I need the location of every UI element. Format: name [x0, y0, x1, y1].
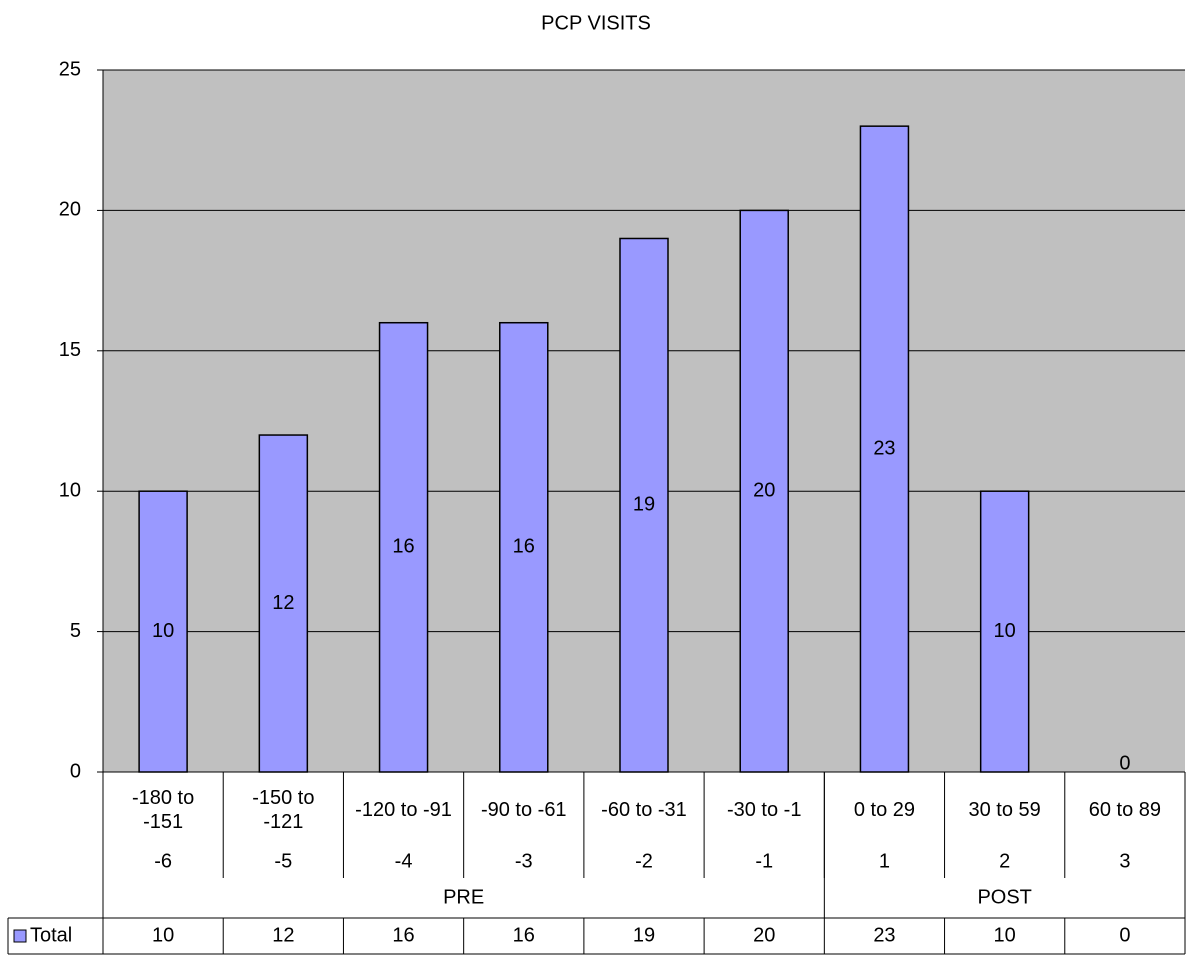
y-tick-label: 5	[70, 620, 81, 642]
data-label: 16	[392, 536, 414, 558]
bar	[859, 125, 910, 773]
x-category-label: 30 to 59	[968, 799, 1041, 821]
x-category-label: -60 to -31	[601, 799, 687, 821]
data-label: 19	[633, 494, 655, 516]
x-category-number: -2	[635, 850, 653, 872]
data-label: 12	[272, 592, 294, 614]
bar	[979, 490, 1030, 773]
legend-key	[13, 929, 27, 943]
y-tick-label: 25	[59, 58, 81, 80]
x-category-number: -5	[274, 850, 292, 872]
x-category-label: -90 to -61	[480, 799, 567, 821]
data-label: 0	[1119, 752, 1130, 774]
x-category-number: -6	[154, 850, 172, 872]
group-label: PRE	[443, 886, 484, 908]
y-tick-label: 10	[59, 479, 81, 501]
table-value: 10	[152, 924, 174, 946]
data-label: 20	[753, 479, 775, 501]
x-category-label: -120 to -91	[355, 799, 452, 821]
y-tick-label: 0	[70, 760, 81, 782]
table-value: 20	[753, 924, 775, 946]
x-category-label: 0 to 29	[853, 799, 916, 821]
data-label: 10	[152, 620, 174, 642]
legend-label: Total	[30, 924, 72, 946]
x-category-label: -150 to -121	[252, 787, 315, 833]
x-category-number: 2	[999, 850, 1010, 872]
x-category-number: -3	[515, 850, 533, 872]
table-value: 23	[873, 924, 895, 946]
table-value: 19	[633, 924, 655, 946]
chart-title: PCP VISITS	[541, 12, 651, 34]
x-category-number: -1	[755, 850, 773, 872]
bar	[258, 434, 309, 773]
table-value: 16	[392, 924, 414, 946]
x-category-number: 3	[1119, 850, 1130, 872]
x-category-label: -30 to -1	[726, 799, 802, 821]
data-label: 23	[873, 437, 895, 459]
x-category-label: -180 to -151	[131, 787, 195, 833]
x-category-label: 60 to 89	[1088, 799, 1162, 821]
table-value: 0	[1119, 924, 1130, 946]
table-value: 10	[994, 924, 1016, 946]
x-category-number: -4	[395, 850, 413, 872]
group-label: POST	[977, 886, 1031, 908]
bar	[378, 321, 429, 773]
data-label: 10	[994, 620, 1016, 642]
table-value: 16	[513, 924, 535, 946]
y-tick-label: 15	[59, 339, 81, 361]
x-category-number: 1	[879, 850, 890, 872]
bar	[739, 209, 789, 773]
bar	[138, 490, 188, 773]
bar	[619, 237, 669, 773]
y-tick-label: 20	[59, 199, 81, 221]
data-label: 16	[513, 536, 535, 558]
table-value: 12	[272, 924, 294, 946]
bar	[499, 321, 549, 773]
